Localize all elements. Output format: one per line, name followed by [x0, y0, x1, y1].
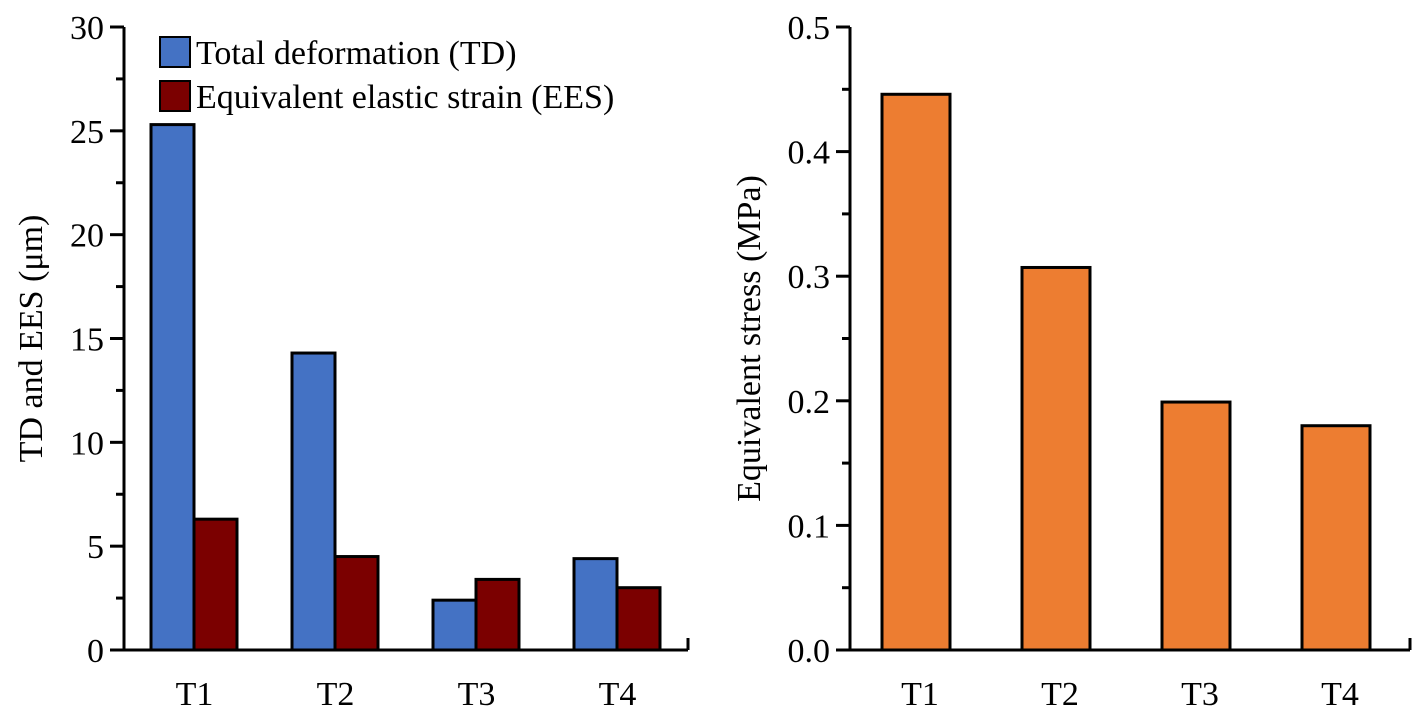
bar-value-t1: [880, 92, 952, 652]
chart-right: 0.0 0.1 0.2 0.3 0.4 0.5 T1 T2 T3 T4 Equivalent str…: [731, 10, 1412, 713]
y-tick-label: 10: [70, 425, 104, 462]
y-tick-label: 20: [70, 218, 104, 255]
x-tick-label: T4: [1321, 676, 1359, 713]
bar-series2-t3: [474, 577, 521, 652]
x-tick-label: T3: [458, 676, 496, 713]
bar-value-t4: [1300, 424, 1372, 652]
y-tick-label: 0.5: [788, 10, 831, 47]
y-axis-title: TD and EES (μm): [13, 215, 50, 463]
legend-swatch-series2: [159, 80, 191, 112]
y-tick-label: 0.3: [788, 259, 831, 296]
bar-series1-t3: [431, 598, 478, 652]
bar-series2-t4: [615, 586, 662, 652]
y-tick-label: 0.4: [788, 135, 831, 172]
y-tick-label: 15: [70, 322, 104, 359]
y-tick-label: 0.2: [788, 384, 831, 421]
chart-left: 0 5 10 15 20 25 30 T1 T2 T3 T4 TD and EES (μm) Total…: [13, 10, 690, 713]
x-tick-label: T4: [599, 676, 637, 713]
bar-value-t2: [1020, 265, 1092, 652]
y-axis-title: Equivalent stress (MPa): [731, 175, 768, 502]
y-tick-label: 30: [70, 10, 104, 47]
y-tick-label: 0.0: [788, 633, 831, 670]
y-tick-label: 25: [70, 114, 104, 151]
y-tick-label: 0: [87, 633, 104, 670]
bar-series1-t1: [149, 123, 196, 652]
y-tick-label: 5: [87, 529, 104, 566]
x-tick-label: T1: [176, 676, 214, 713]
legend-swatch-series1: [159, 36, 191, 68]
bar-value-t3: [1160, 400, 1232, 652]
bar-series2-t2: [333, 555, 380, 652]
y-tick-label: 0.1: [788, 508, 831, 545]
x-tick-label: T2: [317, 676, 355, 713]
x-tick-label: T1: [901, 676, 939, 713]
bar-series1-t2: [290, 351, 337, 652]
bar-series1-t4: [572, 557, 619, 652]
legend-label-series2: Equivalent elastic strain (EES): [196, 79, 614, 116]
x-tick-label: T2: [1041, 676, 1079, 713]
x-tick-label: T3: [1181, 676, 1219, 713]
bar-series2-t1: [192, 517, 239, 652]
legend-label-series1: Total deformation (TD): [196, 35, 517, 72]
